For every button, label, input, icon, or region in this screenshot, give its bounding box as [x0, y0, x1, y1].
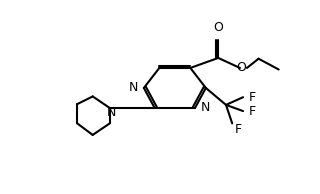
Text: F: F — [235, 123, 242, 136]
Text: F: F — [248, 105, 256, 118]
Text: N: N — [201, 101, 211, 114]
Text: O: O — [236, 61, 246, 74]
Text: O: O — [213, 21, 223, 34]
Text: F: F — [248, 91, 256, 104]
Text: N: N — [107, 107, 116, 120]
Text: N: N — [128, 81, 138, 94]
